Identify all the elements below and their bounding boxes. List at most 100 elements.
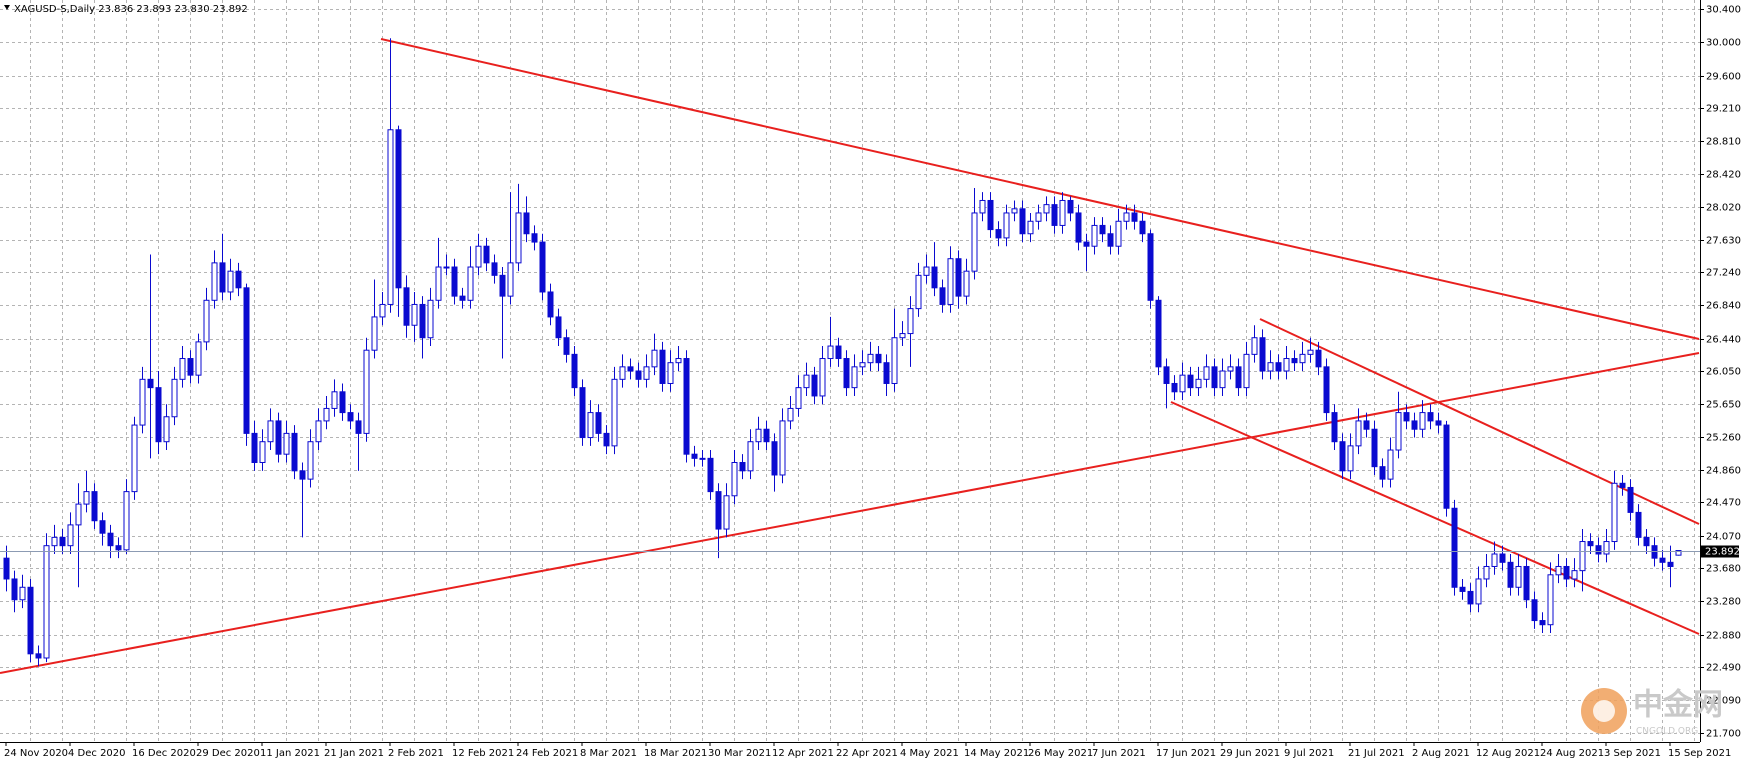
candle-body xyxy=(275,420,282,455)
candle-body xyxy=(427,299,434,339)
candle-body xyxy=(115,545,122,551)
candle-body xyxy=(947,258,954,305)
candle-body xyxy=(195,341,202,376)
candle-body xyxy=(1659,557,1666,563)
candle-body xyxy=(675,358,682,364)
candle-body xyxy=(1363,420,1370,430)
candle-body xyxy=(1483,565,1490,580)
candle-body xyxy=(107,532,114,547)
candle-body xyxy=(739,462,746,472)
candle-body xyxy=(1531,599,1538,622)
candle-body xyxy=(1611,482,1618,543)
candle-body xyxy=(91,491,98,522)
trendline xyxy=(380,38,1700,340)
candle-body xyxy=(643,366,650,380)
candle-body xyxy=(1195,378,1202,389)
candle-body xyxy=(211,262,218,301)
candle-body xyxy=(1379,466,1386,480)
y-tick-label: 26.440 xyxy=(1706,335,1741,346)
y-tick-label: 22.880 xyxy=(1706,631,1741,642)
candle-body xyxy=(1435,420,1442,426)
candle-body xyxy=(923,266,930,276)
candle-body xyxy=(555,316,562,339)
candle-body xyxy=(779,420,786,476)
candle-body xyxy=(467,266,474,301)
candle-body xyxy=(1643,536,1650,547)
candle-body xyxy=(1283,358,1290,372)
candle-body xyxy=(1299,353,1306,364)
candle-body xyxy=(1131,212,1138,222)
candle-body xyxy=(715,491,722,530)
chart-title: XAGUSD-S,Daily 23.836 23.893 23.830 23.8… xyxy=(14,4,248,15)
x-tick-label: 3 Sep 2021 xyxy=(1604,748,1661,759)
candle-body xyxy=(1083,241,1090,247)
y-tick-label: 22.490 xyxy=(1706,663,1741,674)
candle-body xyxy=(1243,353,1250,389)
candle-body xyxy=(523,212,530,235)
candle-body xyxy=(1043,204,1050,214)
candle-body xyxy=(123,491,130,551)
y-tick-label: 26.840 xyxy=(1706,301,1741,312)
candle-body xyxy=(347,412,354,422)
watermark-text: 中金网 xyxy=(1633,688,1723,723)
candle-body xyxy=(1291,358,1298,364)
candle-body xyxy=(1619,482,1626,488)
candle-body xyxy=(699,457,706,460)
candle-body xyxy=(547,291,554,318)
candle-body xyxy=(395,129,402,289)
candle-body xyxy=(883,362,890,384)
candle-body xyxy=(635,370,642,380)
candle-body xyxy=(1371,428,1378,468)
candle-body xyxy=(1075,212,1082,243)
candle-body xyxy=(531,233,538,243)
candle-body xyxy=(891,337,898,384)
candle-body xyxy=(1115,220,1122,247)
candle-body xyxy=(1491,553,1498,567)
candle-body xyxy=(931,266,938,289)
candle-body xyxy=(1467,590,1474,605)
candle-body xyxy=(867,353,874,364)
x-tick-label: 16 Dec 2020 xyxy=(132,748,196,759)
x-tick-label: 9 Jul 2021 xyxy=(1284,748,1334,759)
candle-body xyxy=(1627,486,1634,513)
candles xyxy=(3,38,1682,667)
candle-body xyxy=(899,333,906,339)
candle-body xyxy=(1339,441,1346,472)
candle-body xyxy=(131,424,138,493)
candle-body xyxy=(835,345,842,360)
candle-body xyxy=(859,362,866,368)
candle-body xyxy=(763,428,770,443)
candle-body xyxy=(1035,212,1042,222)
candle-body xyxy=(51,536,58,547)
candle-body xyxy=(1571,570,1578,580)
candle-body xyxy=(27,586,34,655)
candle-body xyxy=(1555,565,1562,576)
candle-body xyxy=(803,374,810,389)
candle-body xyxy=(587,412,594,439)
candle-body xyxy=(731,462,738,497)
candle-body xyxy=(475,245,482,268)
candle-body xyxy=(1051,204,1058,226)
candle-body xyxy=(483,245,490,264)
candle-body xyxy=(1419,412,1426,430)
y-tick-label: 24.860 xyxy=(1706,466,1741,477)
candle-body xyxy=(179,358,186,380)
x-tick-label: 12 Aug 2021 xyxy=(1476,748,1540,759)
y-tick-label: 28.020 xyxy=(1706,203,1741,214)
candle-body xyxy=(691,453,698,459)
candle-body xyxy=(1355,420,1362,447)
candle-body xyxy=(219,262,226,293)
candle-body xyxy=(1595,545,1602,555)
candle-body xyxy=(1123,212,1130,222)
x-tick-label: 2 Feb 2021 xyxy=(388,748,444,759)
candle-body xyxy=(995,229,1002,239)
watermark-sub: CNGOLD.ORG xyxy=(1636,727,1698,737)
candle-body xyxy=(1027,220,1034,235)
candle-body xyxy=(771,441,778,476)
candle-body xyxy=(979,199,986,214)
candle-body xyxy=(67,524,74,547)
candle-body xyxy=(1347,445,1354,472)
candle-body xyxy=(1147,233,1154,301)
y-tick-label: 29.600 xyxy=(1706,72,1741,83)
candle-body xyxy=(603,432,610,447)
